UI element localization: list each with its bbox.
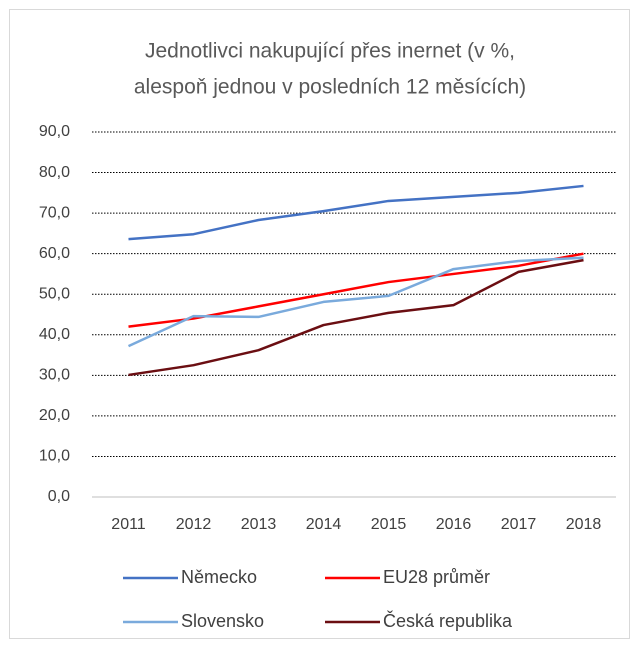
- x-tick-label: 2018: [566, 516, 602, 533]
- legend-label: Slovensko: [181, 611, 264, 631]
- y-tick-label: 0,0: [48, 488, 70, 505]
- chart-frame: [9, 9, 630, 639]
- x-tick-label: 2012: [176, 516, 212, 533]
- series-line: [128, 258, 584, 377]
- x-tick-label: 2015: [371, 516, 407, 533]
- legend-label: Česká republika: [383, 610, 513, 631]
- y-tick-label: 40,0: [39, 326, 70, 343]
- x-tick-label: 2013: [241, 516, 277, 533]
- x-tick-label: 2011: [111, 516, 146, 533]
- y-tick-label: 70,0: [39, 204, 70, 221]
- series-line: [128, 184, 584, 241]
- chart-title: alespoň jednou v posledních 12 měsících): [134, 76, 526, 99]
- y-tick-label: 30,0: [39, 367, 70, 384]
- series-line: [127, 256, 584, 348]
- x-tick-label: 2014: [306, 516, 342, 533]
- y-tick-label: 60,0: [39, 245, 70, 262]
- y-tick-label: 80,0: [39, 164, 70, 181]
- y-tick-label: 20,0: [39, 407, 70, 424]
- chart-title: Jednotlivci nakupující přes inernet (v %…: [145, 40, 515, 63]
- legend-label: Německo: [181, 567, 257, 587]
- x-tick-label: 2017: [501, 516, 537, 533]
- legend-label: EU28 průměr: [383, 567, 490, 587]
- y-tick-label: 10,0: [39, 448, 70, 465]
- y-tick-label: 90,0: [39, 123, 70, 140]
- y-tick-label: 50,0: [39, 285, 70, 302]
- x-tick-label: 2016: [436, 516, 472, 533]
